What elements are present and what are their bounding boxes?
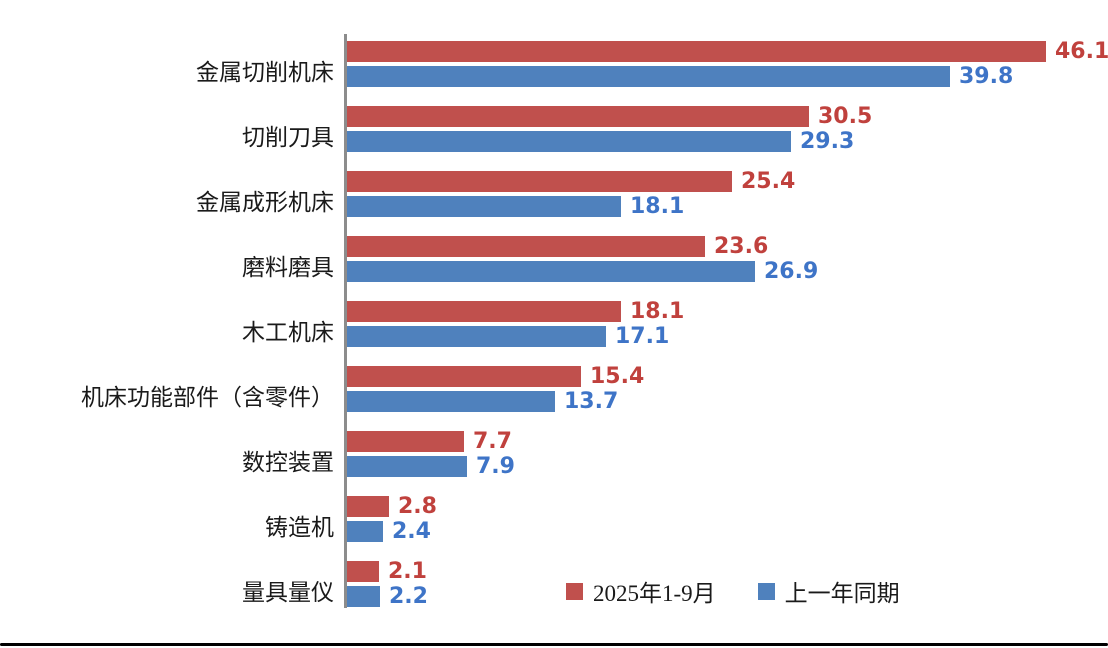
category-label: 金属成形机床: [196, 190, 334, 215]
value-label-current-period: 15.4: [590, 364, 645, 389]
category-label: 铸造机: [265, 515, 334, 540]
value-label-prior-period: 2.4: [392, 519, 431, 544]
bar-prior-period: [347, 326, 606, 347]
category-label: 切削刀具: [242, 125, 334, 150]
legend-label-prior-period: 上一年同期: [784, 581, 900, 606]
value-label-prior-period: 13.7: [564, 389, 619, 414]
value-label-current-period: 18.1: [630, 299, 685, 324]
value-label-current-period: 2.8: [398, 494, 437, 519]
value-label-current-period: 46.1: [1055, 39, 1108, 64]
bar-prior-period: [347, 196, 621, 217]
legend-swatch-current-period: [566, 582, 583, 600]
bar-prior-period: [347, 586, 380, 607]
bar-prior-period: [347, 391, 555, 412]
value-label-current-period: 2.1: [388, 559, 427, 584]
bar-current-period: [347, 561, 379, 582]
value-label-current-period: 25.4: [741, 169, 796, 194]
category-label: 量具量仪: [242, 580, 334, 605]
value-label-current-period: 30.5: [818, 104, 873, 129]
bar-current-period: [347, 41, 1046, 62]
category-label: 数控装置: [242, 450, 334, 475]
legend-swatch-prior-period: [757, 582, 775, 600]
category-axis-line: [344, 34, 347, 608]
value-label-prior-period: 18.1: [630, 194, 685, 219]
category-label: 磨料磨具: [242, 255, 334, 280]
legend: 2025年1-9月 上一年同期: [566, 574, 900, 608]
bar-current-period: [347, 171, 732, 192]
value-label-current-period: 23.6: [714, 234, 769, 259]
value-label-prior-period: 2.2: [389, 584, 428, 609]
value-label-prior-period: 7.9: [476, 454, 515, 479]
bar-current-period: [347, 236, 705, 257]
legend-label-current-period: 2025年1-9月: [593, 581, 716, 606]
bar-current-period: [347, 431, 464, 452]
bar-prior-period: [347, 131, 791, 152]
category-label: 木工机床: [242, 320, 334, 345]
bar-prior-period: [347, 456, 467, 477]
value-label-current-period: 7.7: [473, 429, 512, 454]
value-label-prior-period: 17.1: [615, 324, 670, 349]
bar-current-period: [347, 366, 581, 387]
value-label-prior-period: 26.9: [764, 259, 819, 284]
category-label: 金属切削机床: [196, 60, 334, 85]
category-label: 机床功能部件（含零件）: [81, 385, 334, 410]
bar-current-period: [347, 496, 389, 517]
bar-prior-period: [347, 66, 950, 87]
bar-current-period: [347, 301, 621, 322]
bar-current-period: [347, 106, 809, 127]
bottom-border-line: [0, 643, 1108, 646]
bar-prior-period: [347, 521, 383, 542]
value-label-prior-period: 39.8: [959, 64, 1014, 89]
bar-prior-period: [347, 261, 755, 282]
value-label-prior-period: 29.3: [800, 129, 855, 154]
